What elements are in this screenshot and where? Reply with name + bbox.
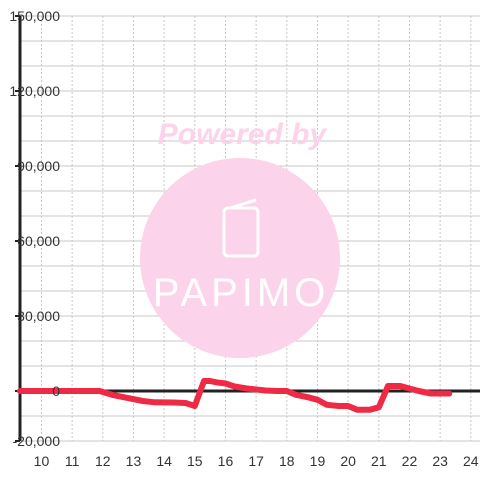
x-tick-label: 24 (463, 453, 479, 469)
series (17, 378, 453, 413)
series-point (38, 388, 44, 394)
tick-labels: -20,000 0 30,000 60,000 90,000 120,000 150,000… (9, 8, 478, 469)
series-point (305, 394, 311, 400)
x-tick-label: 12 (95, 453, 111, 469)
series-point (121, 394, 127, 400)
series-point (293, 392, 299, 398)
x-tick-label: 14 (156, 453, 172, 469)
y-tick-label: 90,000 (17, 158, 60, 174)
series-point (354, 407, 360, 413)
y-tick-label: -20,000 (13, 433, 61, 449)
x-tick-label: 22 (402, 453, 418, 469)
x-tick-label: 19 (310, 453, 326, 469)
series-point (262, 388, 268, 393)
series-point (152, 399, 158, 405)
series-point (275, 388, 281, 394)
series-point (213, 379, 219, 385)
series-point (183, 400, 189, 406)
x-tick-label: 20 (340, 453, 356, 469)
series-point (336, 403, 342, 409)
series-point (109, 392, 115, 398)
x-tick-label: 17 (248, 453, 264, 469)
series-point (406, 386, 412, 391)
series-point (367, 407, 373, 413)
series-point (416, 388, 422, 394)
series-point (192, 403, 198, 409)
series-point (244, 386, 250, 391)
y-tick-label: 0 (52, 383, 60, 399)
series-point (385, 383, 391, 389)
watermark-caption: Powered by (158, 118, 328, 151)
x-tick-label: 18 (279, 453, 295, 469)
series-point (170, 400, 176, 405)
series-point (428, 391, 434, 396)
watermark-logo-text: PAPIMO (153, 271, 330, 315)
series-point (314, 397, 320, 403)
series-point (207, 378, 213, 384)
series-point (345, 403, 351, 409)
x-tick-label: 11 (65, 453, 80, 469)
x-tick-label: 13 (126, 453, 142, 469)
y-tick-label: 150,000 (9, 8, 60, 24)
y-tick-label: 30,000 (17, 308, 60, 324)
series-point (97, 388, 103, 394)
x-tick-label: 15 (187, 453, 203, 469)
x-tick-label: 10 (34, 453, 50, 469)
watermark-circle (140, 158, 340, 358)
y-tick-label: 120,000 (9, 83, 60, 99)
series-point (17, 388, 23, 394)
x-tick-label: 23 (432, 453, 448, 469)
series-point (324, 402, 330, 408)
series-point (201, 378, 207, 384)
series-point (446, 391, 452, 396)
series-point (376, 404, 382, 410)
grid (20, 15, 480, 442)
series-point (69, 388, 75, 394)
series-point (284, 388, 290, 394)
series-point (232, 384, 238, 389)
series-point (140, 398, 146, 404)
watermark: Powered by PAPIMO (140, 118, 340, 358)
series-point (222, 381, 228, 386)
y-tick-label: 60,000 (17, 233, 60, 249)
x-tick-label: 21 (371, 453, 387, 469)
smartphone-icon (222, 198, 260, 258)
series-point (397, 383, 403, 389)
x-tick-label: 16 (218, 453, 234, 469)
